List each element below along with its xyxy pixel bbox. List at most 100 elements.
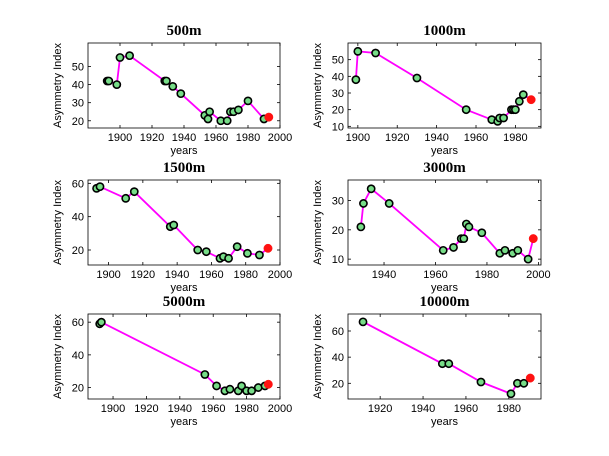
x-axis-label: years [171, 282, 198, 294]
x-tick-label: 1980 [475, 269, 499, 281]
series-line [355, 50, 532, 123]
plot-area-frame [87, 179, 281, 266]
data-point [356, 222, 366, 232]
x-tick-label: 2000 [268, 132, 292, 144]
data-point [500, 245, 510, 255]
x-tick-label: 1980 [503, 132, 527, 144]
x-tick-label: 1920 [368, 403, 392, 415]
x-tick-label: 1920 [140, 132, 164, 144]
chart-panel-3000m: 3000m 1940 1960 1980 2000 10 20 30 years Asymmetr… [312, 160, 551, 294]
y-axis-label: Asymmetry Index [52, 180, 64, 265]
y-tick-label: 40 [72, 212, 84, 224]
x-tick-label: 1980 [497, 403, 521, 415]
data-point [351, 75, 361, 85]
y-tick-label: 20 [332, 225, 344, 237]
chart-title: 500m [167, 23, 203, 39]
highlight-point [528, 234, 538, 244]
x-tick-label: 1980 [236, 132, 260, 144]
data-point [476, 377, 486, 387]
x-tick-label: 1900 [96, 269, 120, 281]
chart-title: 1500m [163, 160, 206, 176]
x-tick-label: 1940 [411, 403, 435, 415]
y-tick-label: 20 [72, 116, 84, 128]
data-point [499, 113, 508, 123]
chart-title: 5000m [163, 294, 206, 310]
data-point [247, 386, 257, 396]
chart-title: 1000m [423, 23, 466, 39]
x-tick-label: 1920 [134, 403, 158, 415]
data-point [459, 234, 469, 244]
y-tick-label: 30 [72, 98, 84, 110]
data-point [112, 80, 122, 89]
y-tick-label: 40 [72, 80, 84, 92]
data-point [359, 199, 368, 208]
data-point [168, 82, 178, 91]
data-point [510, 105, 520, 115]
data-point [464, 222, 474, 232]
data-point [449, 243, 458, 252]
x-tick-label: 1980 [234, 403, 258, 415]
data-point [514, 96, 524, 106]
chart-panel-1000m: 1000m 1900 1920 1940 1960 1980 10 20 30 40 50 years… [312, 23, 542, 157]
data-point [513, 245, 523, 255]
data-point [212, 381, 221, 391]
x-tick-label: 1900 [108, 132, 132, 144]
highlight-point [525, 373, 535, 383]
data-point [477, 228, 487, 238]
data-point [237, 381, 246, 391]
data-point [353, 46, 363, 56]
x-tick-label: 1940 [372, 269, 396, 281]
data-point [384, 199, 394, 208]
y-tick-label: 20 [72, 245, 84, 257]
y-axis-label: Asymmetry Index [52, 314, 64, 399]
y-axis-label: Asymmetry Index [312, 314, 324, 399]
data-point [444, 359, 454, 369]
data-point [161, 76, 171, 86]
x-tick-label: 1960 [201, 403, 225, 415]
highlight-point [526, 95, 536, 105]
data-point [225, 384, 235, 394]
chart-panel-5000m: 5000m 1900 1920 1940 1960 1980 2000 20 40 60 years… [52, 294, 292, 428]
y-tick-label: 20 [332, 105, 344, 117]
data-point [129, 187, 139, 197]
highlight-point [263, 379, 273, 389]
x-tick-label: 1940 [424, 132, 448, 144]
x-axis-label: years [431, 282, 458, 294]
data-point [200, 370, 210, 379]
x-tick-label: 2000 [268, 269, 292, 281]
data-point [412, 73, 422, 83]
data-point [193, 245, 203, 255]
data-point [125, 51, 135, 61]
data-point [255, 250, 264, 260]
y-tick-label: 20 [332, 378, 344, 390]
data-point [233, 105, 243, 115]
y-tick-label: 60 [72, 178, 84, 190]
data-point [506, 389, 516, 399]
x-tick-label: 1960 [199, 269, 223, 281]
x-tick-label: 1940 [165, 269, 189, 281]
data-point [224, 253, 233, 263]
data-point [518, 90, 528, 100]
data-point [176, 89, 186, 99]
data-point [203, 114, 213, 124]
y-tick-label: 60 [72, 317, 84, 329]
chart-panel-10000m: 10000m 1920 1940 1960 1980 20 40 60 years Asymmet… [312, 294, 542, 428]
data-point [222, 116, 232, 126]
series-line [107, 54, 270, 122]
y-tick-label: 10 [332, 254, 344, 266]
x-tick-label: 1960 [204, 132, 228, 144]
data-point [104, 76, 114, 86]
x-tick-label: 1920 [131, 269, 155, 281]
data-point [358, 317, 368, 327]
y-tick-label: 40 [72, 350, 84, 362]
x-tick-label: 1940 [168, 403, 192, 415]
highlight-point [264, 112, 274, 122]
x-tick-label: 1900 [346, 132, 370, 144]
x-tick-label: 1960 [464, 132, 488, 144]
plot-area-frame [347, 42, 542, 129]
data-point [169, 220, 179, 230]
x-tick-label: 2000 [268, 403, 292, 415]
x-tick-label: 1900 [101, 403, 125, 415]
series-line [99, 321, 269, 392]
x-axis-label: years [171, 416, 198, 428]
